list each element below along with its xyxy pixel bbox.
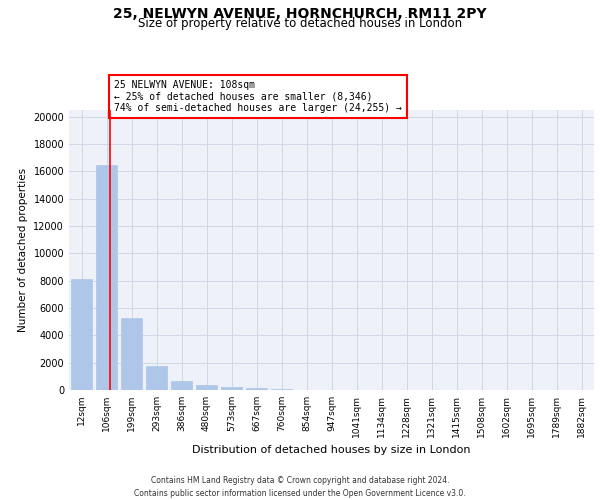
Bar xyxy=(271,388,292,390)
X-axis label: Distribution of detached houses by size in London: Distribution of detached houses by size … xyxy=(192,446,471,456)
Text: 25 NELWYN AVENUE: 108sqm
← 25% of detached houses are smaller (8,346)
74% of sem: 25 NELWYN AVENUE: 108sqm ← 25% of detach… xyxy=(114,80,402,112)
Bar xyxy=(246,388,267,390)
Bar xyxy=(146,366,167,390)
Bar xyxy=(171,381,192,390)
Bar xyxy=(196,386,217,390)
Text: Contains HM Land Registry data © Crown copyright and database right 2024.
Contai: Contains HM Land Registry data © Crown c… xyxy=(134,476,466,498)
Text: Size of property relative to detached houses in London: Size of property relative to detached ho… xyxy=(138,18,462,30)
Y-axis label: Number of detached properties: Number of detached properties xyxy=(18,168,28,332)
Bar xyxy=(96,164,117,390)
Bar xyxy=(121,318,142,390)
Bar xyxy=(71,280,92,390)
Bar xyxy=(221,388,242,390)
Text: 25, NELWYN AVENUE, HORNCHURCH, RM11 2PY: 25, NELWYN AVENUE, HORNCHURCH, RM11 2PY xyxy=(113,8,487,22)
